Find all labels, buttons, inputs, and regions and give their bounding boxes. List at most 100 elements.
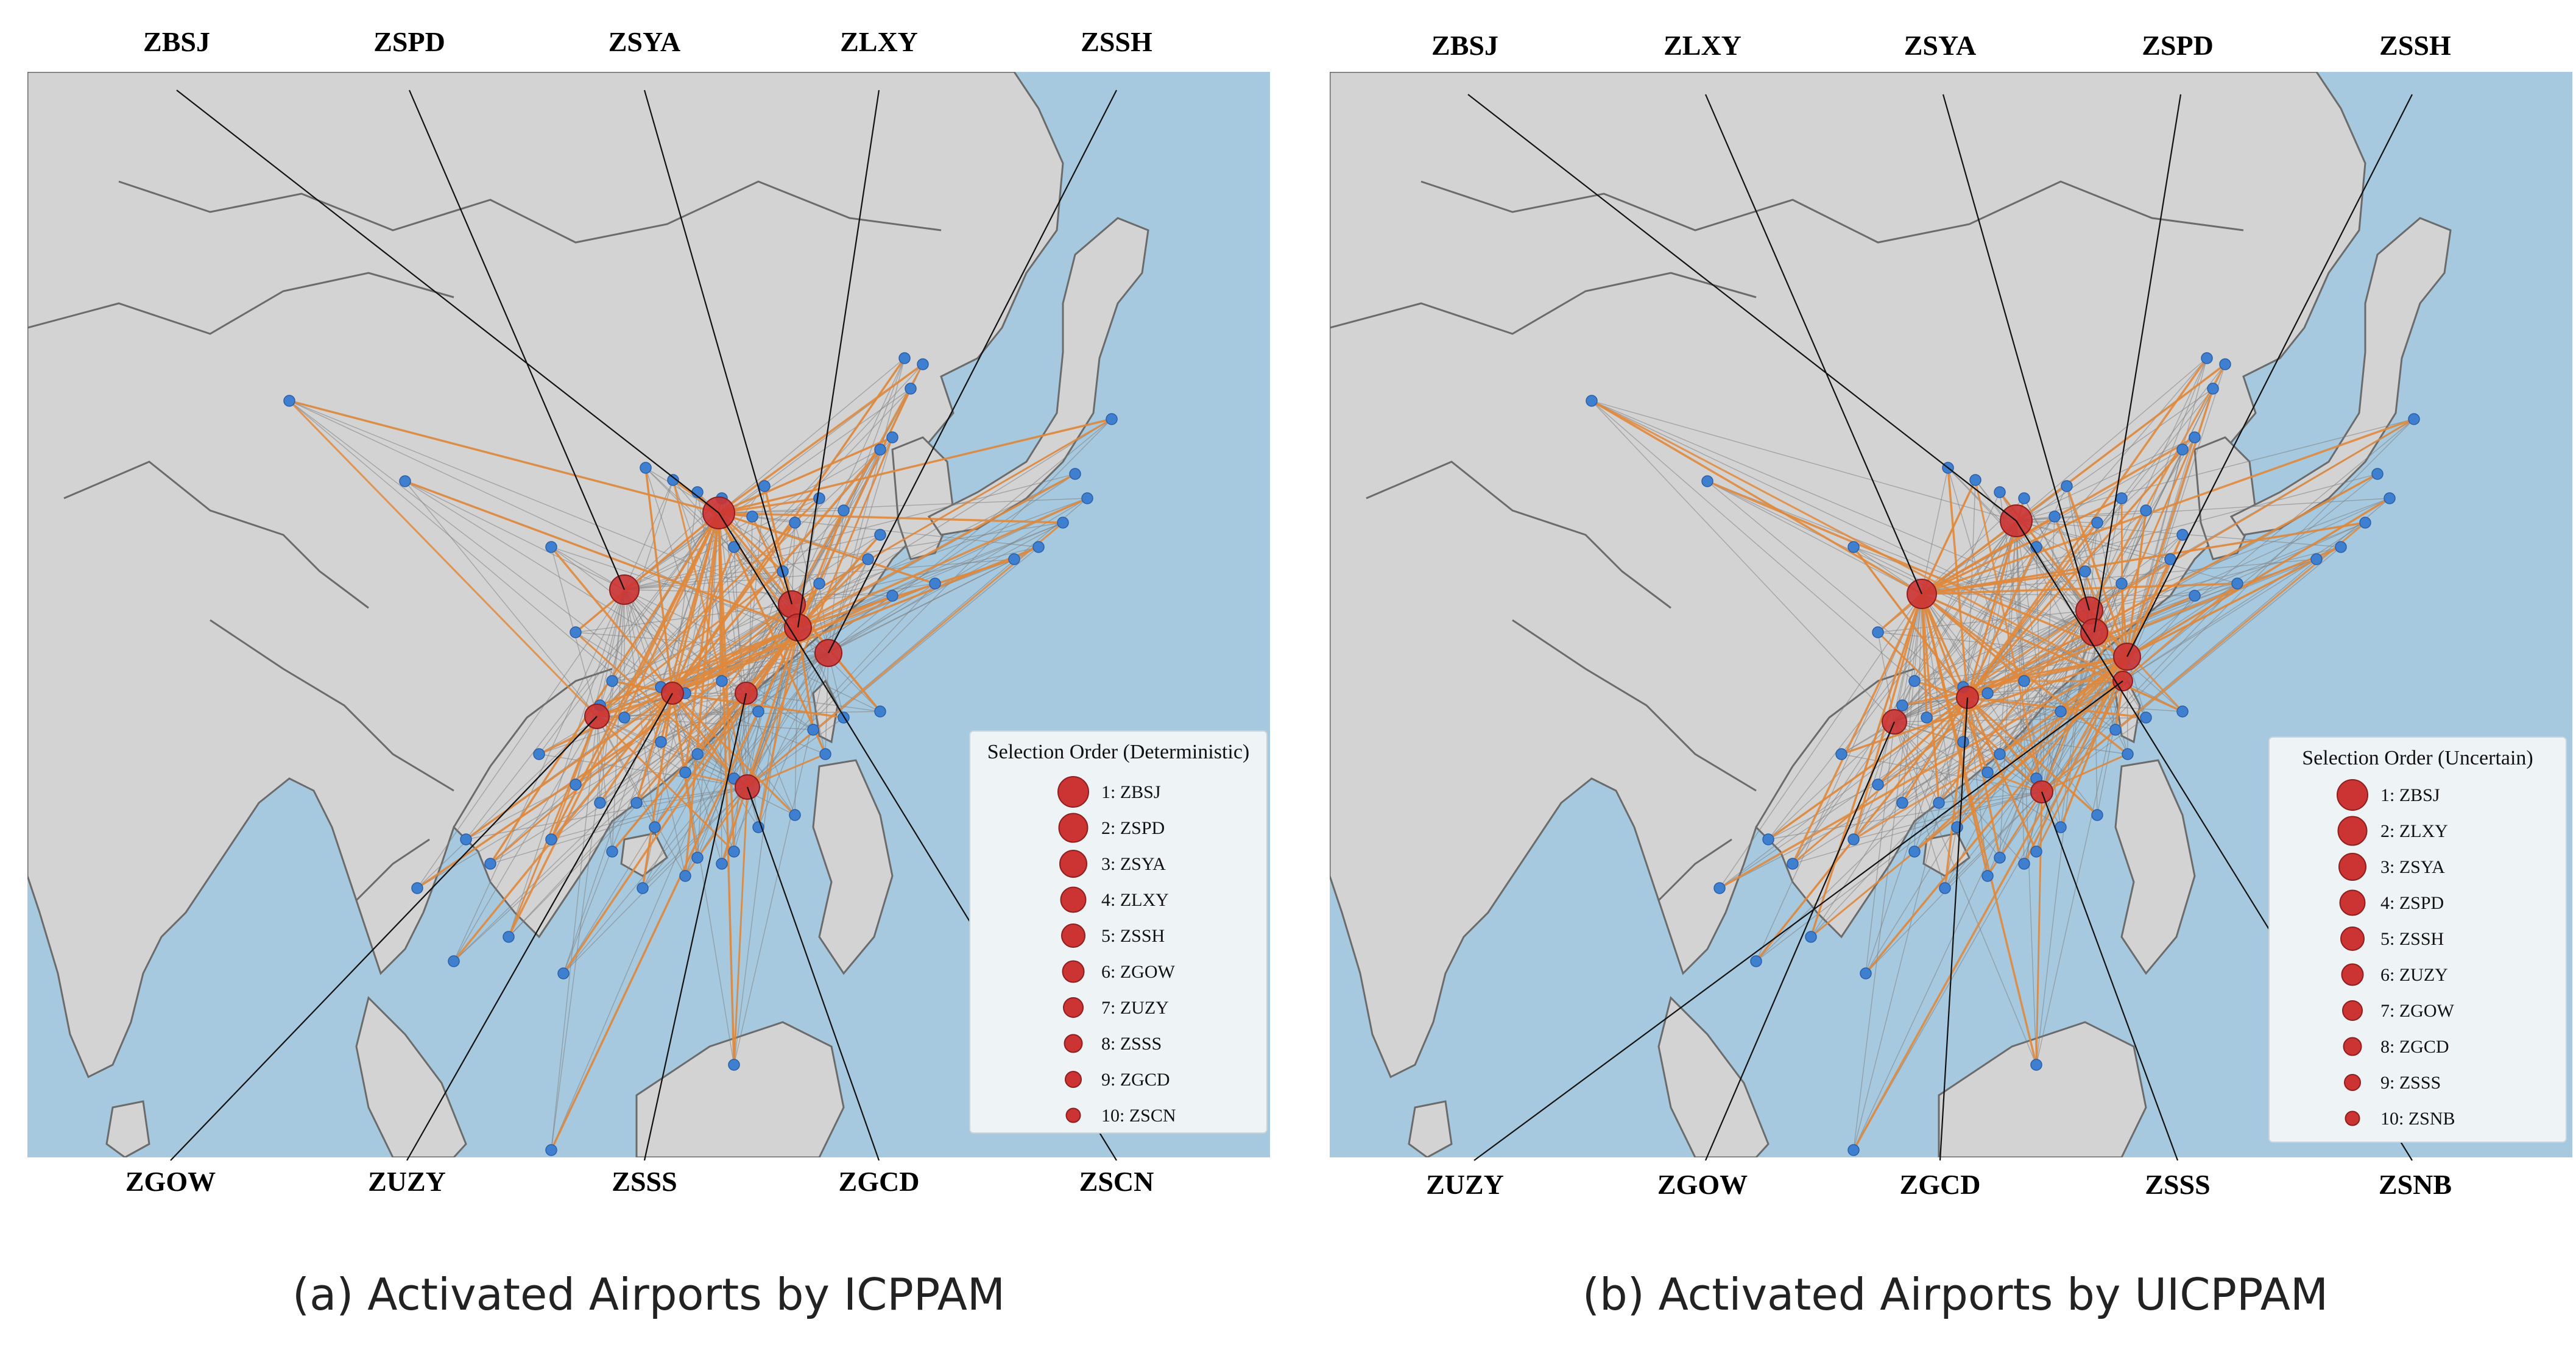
airport-marker	[1872, 626, 1884, 638]
airport-marker	[807, 724, 819, 736]
leader-line	[797, 90, 880, 628]
route-line	[404, 481, 598, 717]
route-line	[2041, 521, 2366, 793]
route-line	[1877, 696, 1969, 786]
airport-marker	[1787, 858, 1799, 870]
legend-marker	[1065, 1107, 1081, 1123]
route-line	[1921, 593, 2038, 1065]
route-line	[453, 692, 674, 962]
country-border	[1755, 668, 1915, 828]
bottom-hub-labels: ZGOW ZUZY ZSSS ZGCD ZSCN	[125, 1166, 1154, 1197]
airport-marker	[2061, 480, 2073, 492]
route-line	[1841, 520, 2017, 755]
route-line	[1707, 480, 2128, 658]
airport-marker	[2189, 590, 2201, 602]
airport-marker	[929, 577, 941, 590]
airport-marker	[2048, 510, 2061, 523]
hub-label: ZSSH	[1081, 26, 1152, 57]
airport-marker	[570, 778, 582, 791]
airport-marker	[898, 352, 911, 364]
route-line	[1966, 697, 2001, 858]
route-line	[404, 481, 625, 590]
leader-line	[1942, 94, 2091, 611]
route-line	[562, 627, 799, 974]
route-line	[721, 652, 829, 864]
airport-marker	[533, 748, 545, 760]
legend-box	[969, 730, 1268, 1134]
route-line	[596, 715, 735, 853]
legend-item-label: 10: ZSNB	[2380, 1109, 2455, 1129]
route-line	[672, 546, 1039, 694]
legend-item-label: 8: ZSSS	[1101, 1034, 1162, 1054]
airport-marker	[460, 833, 472, 845]
airport-marker	[691, 852, 704, 864]
panel-caption: (a) Activated Airports by ICPPAM	[292, 1269, 1005, 1320]
route-line	[757, 627, 799, 828]
legend-marker	[2340, 927, 2365, 951]
airport-marker	[679, 766, 691, 778]
route-line	[1877, 631, 2043, 793]
hub-label: ZUZY	[1426, 1169, 1504, 1200]
leader-line	[408, 90, 626, 590]
airport-marker	[813, 492, 825, 504]
route-line	[1902, 655, 2128, 707]
airport-marker	[862, 553, 874, 565]
legend-marker	[1063, 997, 1084, 1018]
landmass	[1657, 996, 1770, 1157]
route-line	[791, 583, 936, 605]
route-line	[797, 510, 845, 628]
airport-marker	[2079, 565, 2091, 577]
route-line	[490, 786, 748, 864]
route-line	[733, 627, 799, 779]
hub-label: ZUZY	[368, 1166, 446, 1197]
route-line	[417, 626, 799, 889]
route-line	[551, 693, 747, 1151]
route-line	[794, 627, 799, 816]
legend-marker	[2345, 1110, 2360, 1126]
route-line	[596, 485, 765, 717]
airport-marker	[2109, 724, 2122, 736]
route-line	[551, 786, 748, 840]
route-line	[1921, 497, 2122, 595]
legend-item-label: 5: ZSSH	[2380, 929, 2444, 949]
route-line	[551, 604, 792, 840]
route-line	[2122, 522, 2366, 682]
airport-marker	[752, 705, 764, 718]
leader-line	[2126, 94, 2413, 657]
route-line	[1901, 697, 1969, 803]
route-line	[508, 589, 625, 937]
route-line	[1877, 632, 1895, 722]
route-line	[1853, 791, 2042, 840]
airport-marker	[1994, 852, 2006, 864]
route-line	[718, 497, 820, 514]
country-border	[1330, 272, 1757, 335]
route-line	[1987, 680, 2123, 877]
route-line	[718, 512, 735, 1065]
legend-title: Selection Order (Uncertain)	[2302, 747, 2533, 769]
hub-label: ZSSH	[2379, 30, 2451, 61]
airport-marker	[2030, 1059, 2042, 1071]
airport-marker	[606, 845, 618, 858]
airport-marker	[746, 510, 758, 523]
route-line	[797, 558, 869, 629]
top-hub-labels: ZBSJ ZSPD ZSYA ZLXY ZSSH	[143, 26, 1152, 57]
route-line	[1591, 400, 2123, 682]
airport-marker	[667, 474, 679, 486]
route-line	[635, 604, 793, 803]
country-border	[118, 180, 942, 244]
hub-label: ZBSJ	[1431, 30, 1498, 61]
hub-label: ZSPD	[2142, 30, 2214, 61]
route-line	[1967, 546, 2341, 699]
airport-marker	[1835, 748, 1847, 760]
legend-item-label: 2: ZLXY	[2380, 821, 2448, 841]
airport-marker	[1908, 675, 1921, 687]
route-line	[1944, 697, 1969, 889]
landmass	[1408, 1100, 1453, 1157]
hub-label: ZGOW	[125, 1166, 216, 1197]
route-line	[1756, 593, 1922, 962]
route-line	[2089, 546, 2341, 611]
route-line	[596, 716, 655, 828]
route-line	[1853, 546, 2123, 682]
legend: Selection Order (Deterministic) 1: ZBSJ 2…	[969, 730, 1268, 1134]
